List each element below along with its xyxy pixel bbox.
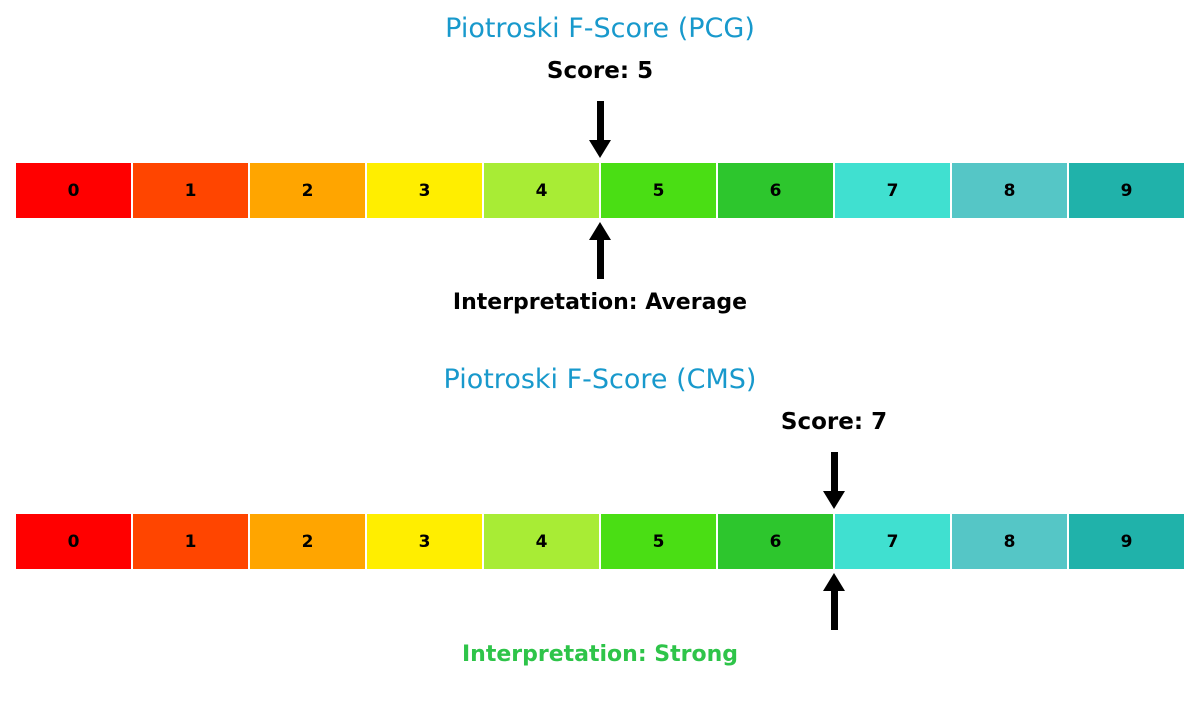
arrow-shaft [596,101,604,140]
chart-title-cms: Piotroski F-Score (CMS) [443,364,757,395]
scale-segment: 7 [834,513,951,570]
arrow-shaft [830,452,838,491]
scale-segment: 9 [1068,162,1185,219]
interpretation-arrow-up-pcg [589,222,611,279]
interpretation-label-cms: Interpretation: Strong [461,642,739,667]
scale-segment: 1 [132,513,249,570]
scale-segment: 4 [483,162,600,219]
scale-segment: 5 [600,162,717,219]
chart-title-pcg: Piotroski F-Score (PCG) [445,13,755,44]
score-arrow-down-pcg [589,101,611,158]
arrow-head-up-icon [823,573,845,591]
scale-segment: 7 [834,162,951,219]
scale-segment: 2 [249,162,366,219]
arrow-head-up-icon [589,222,611,240]
scale-segment: 4 [483,513,600,570]
scale-segment: 5 [600,513,717,570]
score-label-pcg: Score: 5 [546,58,654,84]
scale-segment: 8 [951,162,1068,219]
scale-segment: 3 [366,513,483,570]
scale-segment: 0 [15,513,132,570]
scale-segment: 6 [717,162,834,219]
score-label-cms: Score: 7 [780,409,888,435]
scale-segment: 1 [132,162,249,219]
scale-segment: 3 [366,162,483,219]
score-scale-bar-pcg: 0 1 2 3 4 5 6 7 8 9 [15,162,1185,219]
interpretation-arrow-up-cms [823,573,845,630]
scale-segment: 2 [249,513,366,570]
scale-segment: 9 [1068,513,1185,570]
interpretation-label-pcg: Interpretation: Average [452,290,748,315]
arrow-head-down-icon [589,140,611,158]
scale-segment: 6 [717,513,834,570]
score-scale-bar-cms: 0 1 2 3 4 5 6 7 8 9 [15,513,1185,570]
scale-segment: 0 [15,162,132,219]
arrow-head-down-icon [823,491,845,509]
arrow-shaft [596,240,604,279]
score-arrow-down-cms [823,452,845,509]
arrow-shaft [830,591,838,630]
scale-segment: 8 [951,513,1068,570]
